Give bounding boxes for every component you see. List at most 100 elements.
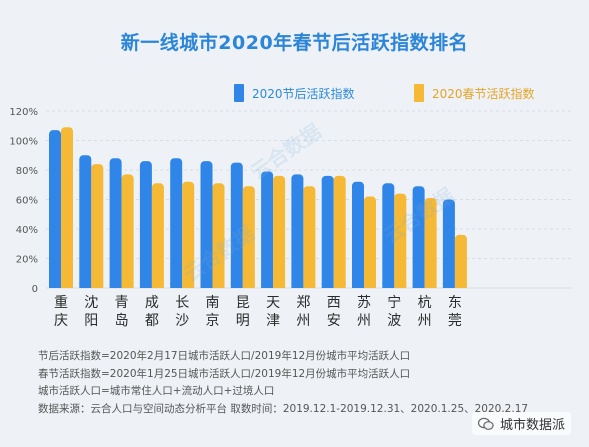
x-tick-label: 州 <box>418 313 432 329</box>
bar-spring <box>182 181 195 288</box>
legend-item-after: 2020节后活跃指数 <box>234 83 355 103</box>
y-tick-label: 80% <box>16 166 38 177</box>
y-tick-label: 20% <box>16 255 38 266</box>
bar-spring-base <box>61 283 73 288</box>
bar-after-base <box>321 283 334 288</box>
bar-spring <box>364 196 376 288</box>
bar-after <box>200 161 213 288</box>
bar-spring <box>91 164 104 288</box>
bar-spring-base <box>364 283 376 288</box>
legend-label-after: 2020节后活跃指数 <box>252 86 355 101</box>
bar-after <box>291 174 304 288</box>
y-tick-label: 40% <box>16 225 38 236</box>
x-tick-label: 昆 <box>236 295 250 311</box>
bar-spring <box>303 186 316 288</box>
x-tick-label: 苏 <box>357 295 371 311</box>
x-tick-label: 莞 <box>448 313 462 329</box>
x-tick-label: 州 <box>296 313 310 329</box>
bar-after <box>321 175 334 288</box>
legend-item-spring: 2020春节活跃指数 <box>414 83 535 103</box>
x-tick-label: 都 <box>145 313 159 329</box>
bar-after <box>170 158 183 288</box>
bar-after-base <box>291 283 304 288</box>
footnote-line: 春节活跃指数=2020年1月25日城市活跃人口/2019年12月份城市平均活跃人… <box>38 367 411 380</box>
bar-spring-base <box>394 283 407 288</box>
bar-after-base <box>49 283 61 288</box>
bar-spring <box>424 198 437 288</box>
bar-chart: 020%40%60%80%100%120%重庆沈阳青岛成都长沙南京昆明天津郑州西… <box>9 107 572 329</box>
x-tick-label: 州 <box>357 313 371 329</box>
bar-spring <box>242 186 255 288</box>
bar-spring-base <box>91 283 104 288</box>
x-tick-label: 天 <box>266 295 280 311</box>
x-tick-label: 东 <box>448 295 462 311</box>
bar-spring <box>151 183 164 288</box>
footnote-line: 数据来源：云合人口与空间动态分析平台 取数时间：2019.12.1-2019.1… <box>38 402 529 415</box>
source-badge-label: 城市数据派 <box>500 418 566 433</box>
x-tick-label: 京 <box>206 313 220 329</box>
bar-after-base <box>170 283 183 288</box>
bar-after-base <box>139 283 152 288</box>
y-tick-label: 100% <box>9 137 38 148</box>
y-tick-label: 60% <box>16 196 38 207</box>
bar-after-base <box>442 283 455 288</box>
bar-after-base <box>352 283 364 288</box>
bar-spring-base <box>212 283 225 288</box>
footnotes: 节后活跃指数=2020年2月17日城市活跃人口/2019年12月份城市平均活跃人… <box>38 348 528 418</box>
legend-label-spring: 2020春节活跃指数 <box>432 86 535 101</box>
x-tick-label: 安 <box>327 313 341 329</box>
bar-after <box>442 199 455 288</box>
bar-spring-base <box>121 283 134 288</box>
bar-spring-base <box>333 283 346 288</box>
legend-swatch-spring <box>414 84 424 102</box>
bar-after <box>109 158 122 288</box>
bar-after <box>412 186 425 288</box>
x-tick-label: 宁 <box>387 294 401 311</box>
bar-spring-base <box>454 283 467 288</box>
bar-after <box>261 171 274 288</box>
bar-spring <box>121 174 134 288</box>
x-tick-label: 岛 <box>115 313 129 329</box>
wechat-icon <box>477 417 494 431</box>
source-badge: 城市数据派 <box>472 412 572 435</box>
bar-spring-base <box>424 283 437 288</box>
bar-spring-base <box>151 283 164 288</box>
bar-spring-base <box>242 283 255 288</box>
x-tick-label: 成 <box>145 295 159 311</box>
x-tick-label: 南 <box>206 295 220 311</box>
bar-after-base <box>109 283 122 288</box>
bar-spring <box>454 234 467 288</box>
x-tick-label: 波 <box>387 313 401 329</box>
bar-after-base <box>261 283 274 288</box>
y-tick-label: 0 <box>32 284 38 295</box>
bar-spring <box>212 183 225 288</box>
bar-after <box>79 155 92 288</box>
bar-after <box>139 161 152 288</box>
footnote-line: 城市活跃人口=城市常住人口+流动人口+过境人口 <box>38 385 275 397</box>
bar-after <box>382 183 395 288</box>
bar-spring <box>61 127 73 288</box>
x-tick-label: 庆 <box>54 313 68 329</box>
bar-after-base <box>200 283 213 288</box>
bar-after <box>49 130 61 288</box>
bar-after-base <box>79 283 92 288</box>
legend-swatch-after <box>234 84 244 102</box>
bar-spring <box>333 175 346 288</box>
bar-after-base <box>412 283 425 288</box>
chart-title: 新一线城市2020年春节后活跃指数排名 <box>120 32 469 54</box>
x-tick-label: 西 <box>327 295 341 311</box>
y-tick-label: 120% <box>9 107 38 118</box>
bar-after <box>352 181 364 288</box>
bar-spring-base <box>273 283 286 288</box>
x-tick-label: 青 <box>115 295 129 311</box>
bar-spring <box>273 175 286 288</box>
x-tick-label: 明 <box>236 313 250 329</box>
x-tick-label: 沈 <box>84 295 98 311</box>
bar-after <box>230 162 243 288</box>
x-tick-label: 杭 <box>418 295 432 311</box>
x-tick-label: 郑 <box>296 295 310 311</box>
bar-spring-base <box>182 283 195 288</box>
bar-spring-base <box>303 283 316 288</box>
x-tick-label: 阳 <box>84 313 98 329</box>
x-tick-label: 沙 <box>175 313 189 329</box>
